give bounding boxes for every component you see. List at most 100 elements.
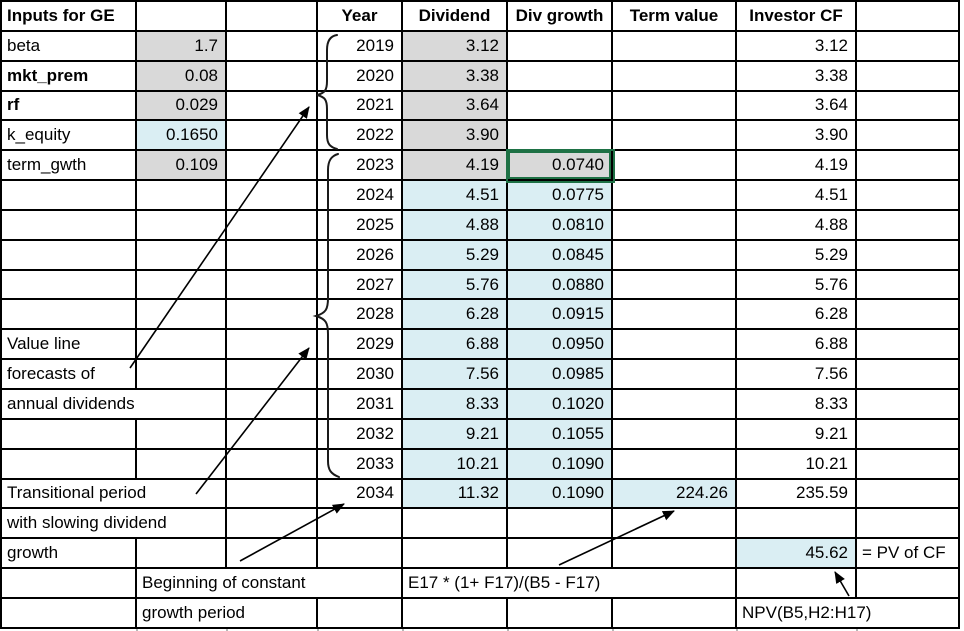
cell-G14[interactable] bbox=[613, 389, 737, 420]
cell-I2[interactable] bbox=[857, 31, 960, 62]
cell-D13[interactable]: 2030 bbox=[318, 360, 403, 390]
cell-A11[interactable] bbox=[2, 300, 137, 331]
cell-E17[interactable]: 11.32 bbox=[403, 479, 508, 510]
cell-A9[interactable] bbox=[2, 240, 137, 271]
cell-E16[interactable]: 10.21 bbox=[403, 449, 508, 480]
cell-H7[interactable]: 4.51 bbox=[737, 181, 857, 211]
cell-H21[interactable]: NPV(B5,H2:H17) bbox=[737, 598, 960, 629]
cell-B16[interactable] bbox=[137, 449, 227, 480]
cell-F21[interactable] bbox=[508, 598, 613, 629]
cell-A18[interactable]: with slowing dividend bbox=[2, 509, 227, 540]
cell-C9[interactable] bbox=[227, 240, 318, 271]
cell-D3[interactable]: 2020 bbox=[318, 61, 403, 92]
cell-A8[interactable] bbox=[2, 210, 137, 241]
cell-G2[interactable] bbox=[613, 31, 737, 62]
cell-C16[interactable] bbox=[227, 449, 318, 480]
cell-E8[interactable]: 4.88 bbox=[403, 210, 508, 241]
cell-D11[interactable]: 2028 bbox=[318, 300, 403, 331]
cell-E20[interactable]: E17 * (1+ F17)/(B5 - F17) bbox=[403, 569, 737, 599]
cell-C1[interactable] bbox=[227, 2, 318, 32]
cell-H9[interactable]: 5.29 bbox=[737, 240, 857, 271]
cell-I6[interactable] bbox=[857, 151, 960, 182]
cell-C2[interactable] bbox=[227, 31, 318, 62]
cell-G15[interactable] bbox=[613, 419, 737, 450]
cell-D8[interactable]: 2025 bbox=[318, 210, 403, 241]
cell-C14[interactable] bbox=[227, 389, 318, 420]
cell-B8[interactable] bbox=[137, 210, 227, 241]
cell-I8[interactable] bbox=[857, 210, 960, 241]
cell-B5[interactable]: 0.1650 bbox=[137, 121, 227, 152]
cell-D21[interactable] bbox=[318, 598, 403, 629]
cell-F17[interactable]: 0.1090 bbox=[508, 479, 613, 510]
cell-H8[interactable]: 4.88 bbox=[737, 210, 857, 241]
cell-E14[interactable]: 8.33 bbox=[403, 389, 508, 420]
cell-B3[interactable]: 0.08 bbox=[137, 61, 227, 92]
cell-E2[interactable]: 3.12 bbox=[403, 31, 508, 62]
cell-C12[interactable] bbox=[227, 330, 318, 361]
cell-E1[interactable]: Dividend bbox=[403, 2, 508, 32]
cell-I13[interactable] bbox=[857, 360, 960, 390]
cell-E3[interactable]: 3.38 bbox=[403, 61, 508, 92]
cell-E13[interactable]: 7.56 bbox=[403, 360, 508, 390]
cell-G3[interactable] bbox=[613, 61, 737, 92]
cell-A7[interactable] bbox=[2, 181, 137, 211]
cell-D16[interactable]: 2033 bbox=[318, 449, 403, 480]
cell-A19[interactable]: growth bbox=[2, 539, 137, 570]
cell-A6[interactable]: term_gwth bbox=[2, 151, 137, 182]
cell-G16[interactable] bbox=[613, 449, 737, 480]
cell-A16[interactable] bbox=[2, 449, 137, 480]
cell-F19[interactable] bbox=[508, 539, 613, 570]
cell-F1[interactable]: Div growth bbox=[508, 2, 613, 32]
cell-A3[interactable]: mkt_prem bbox=[2, 61, 137, 92]
cell-B9[interactable] bbox=[137, 240, 227, 271]
cell-B11[interactable] bbox=[137, 300, 227, 331]
cell-C6[interactable] bbox=[227, 151, 318, 182]
cell-E4[interactable]: 3.64 bbox=[403, 91, 508, 122]
cell-E5[interactable]: 3.90 bbox=[403, 121, 508, 152]
cell-G9[interactable] bbox=[613, 240, 737, 271]
cell-C7[interactable] bbox=[227, 181, 318, 211]
cell-F12[interactable]: 0.0950 bbox=[508, 330, 613, 361]
cell-I19[interactable]: = PV of CF bbox=[857, 539, 960, 570]
cell-E12[interactable]: 6.88 bbox=[403, 330, 508, 361]
cell-A10[interactable] bbox=[2, 270, 137, 301]
cell-I10[interactable] bbox=[857, 270, 960, 301]
cell-A5[interactable]: k_equity bbox=[2, 121, 137, 152]
cell-A21[interactable] bbox=[2, 598, 137, 629]
cell-D15[interactable]: 2032 bbox=[318, 419, 403, 450]
cell-B15[interactable] bbox=[137, 419, 227, 450]
cell-I11[interactable] bbox=[857, 300, 960, 331]
cell-H3[interactable]: 3.38 bbox=[737, 61, 857, 92]
cell-A15[interactable] bbox=[2, 419, 137, 450]
cell-B13[interactable] bbox=[137, 360, 227, 390]
cell-C15[interactable] bbox=[227, 419, 318, 450]
cell-D7[interactable]: 2024 bbox=[318, 181, 403, 211]
cell-D14[interactable]: 2031 bbox=[318, 389, 403, 420]
cell-G18[interactable] bbox=[613, 509, 737, 540]
cell-B12[interactable] bbox=[137, 330, 227, 361]
cell-E11[interactable]: 6.28 bbox=[403, 300, 508, 331]
cell-B2[interactable]: 1.7 bbox=[137, 31, 227, 62]
cell-C18[interactable] bbox=[227, 509, 318, 540]
cell-A14[interactable]: annual dividends bbox=[2, 389, 227, 420]
cell-H16[interactable]: 10.21 bbox=[737, 449, 857, 480]
cell-D9[interactable]: 2026 bbox=[318, 240, 403, 271]
cell-H13[interactable]: 7.56 bbox=[737, 360, 857, 390]
cell-E19[interactable] bbox=[403, 539, 508, 570]
cell-F10[interactable]: 0.0880 bbox=[508, 270, 613, 301]
cell-D5[interactable]: 2022 bbox=[318, 121, 403, 152]
cell-I15[interactable] bbox=[857, 419, 960, 450]
cell-H10[interactable]: 5.76 bbox=[737, 270, 857, 301]
cell-B19[interactable] bbox=[137, 539, 227, 570]
cell-F8[interactable]: 0.0810 bbox=[508, 210, 613, 241]
cell-H15[interactable]: 9.21 bbox=[737, 419, 857, 450]
cell-A2[interactable]: beta bbox=[2, 31, 137, 62]
cell-D12[interactable]: 2029 bbox=[318, 330, 403, 361]
cell-C4[interactable] bbox=[227, 91, 318, 122]
cell-H11[interactable]: 6.28 bbox=[737, 300, 857, 331]
cell-A20[interactable] bbox=[2, 569, 137, 599]
cell-B7[interactable] bbox=[137, 181, 227, 211]
cell-G8[interactable] bbox=[613, 210, 737, 241]
cell-C17[interactable] bbox=[227, 479, 318, 510]
cell-D1[interactable]: Year bbox=[318, 2, 403, 32]
